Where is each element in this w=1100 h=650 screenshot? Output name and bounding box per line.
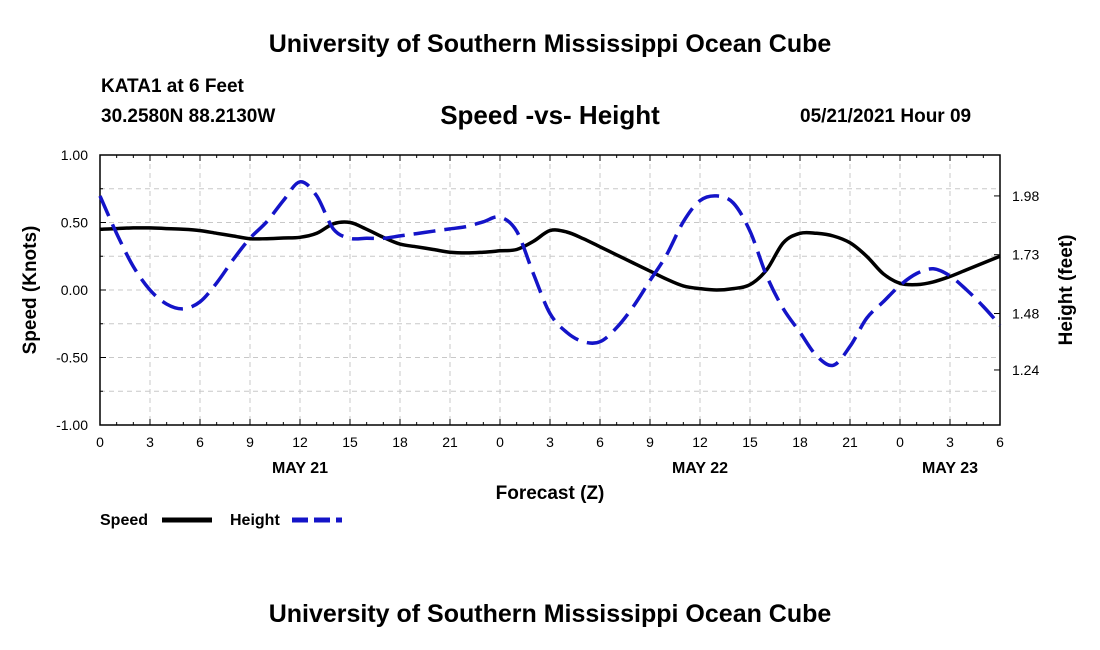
x-tick-label: 18 bbox=[792, 434, 808, 450]
x-tick-label: 21 bbox=[842, 434, 858, 450]
x-tick-label: 9 bbox=[646, 434, 654, 450]
top-title: University of Southern Mississippi Ocean… bbox=[268, 30, 832, 58]
y2-tick-label: 1.73 bbox=[1012, 247, 1039, 263]
series-lines bbox=[98, 180, 1002, 368]
x-tick-label: 6 bbox=[196, 434, 204, 450]
y-tick-label: 0.50 bbox=[61, 215, 88, 231]
station-label: KATA1 at 6 Feet bbox=[101, 76, 244, 97]
bottom-title: University of Southern Mississippi Ocean… bbox=[268, 600, 832, 628]
series-line-height bbox=[98, 180, 1002, 368]
x-tick-label: 12 bbox=[292, 434, 308, 450]
chart-title: Speed -vs- Height bbox=[440, 100, 660, 130]
x-tick-label: 21 bbox=[442, 434, 458, 450]
x-axis-label: Forecast (Z) bbox=[496, 483, 605, 504]
x-tick-label: 15 bbox=[342, 434, 358, 450]
y-tick-label: 0.00 bbox=[61, 282, 88, 298]
x-tick-label: 15 bbox=[742, 434, 758, 450]
x-tick-label: 0 bbox=[896, 434, 904, 450]
y2-tick-label: 1.98 bbox=[1012, 188, 1039, 204]
y-tick-label: -0.50 bbox=[56, 350, 88, 366]
x-tick-label: 18 bbox=[392, 434, 408, 450]
y-tick-label: 1.00 bbox=[61, 147, 88, 163]
y2-tick-label: 1.48 bbox=[1012, 306, 1039, 322]
x-tick-label: 3 bbox=[546, 434, 554, 450]
x-tick-label: 6 bbox=[596, 434, 604, 450]
legend-speed-label: Speed bbox=[100, 512, 148, 529]
date-label: MAY 22 bbox=[672, 460, 728, 477]
date-label: MAY 23 bbox=[922, 460, 978, 477]
x-tick-label: 3 bbox=[146, 434, 154, 450]
legend-height-label: Height bbox=[230, 512, 280, 529]
x-tick-label: 9 bbox=[246, 434, 254, 450]
axis-ticks: 0 3 6 9 12 15 18 21 0 3 6 9 12 15 18 21 0 3 6 MAY 21 MAY 22 M… bbox=[56, 147, 1039, 477]
grid-lines bbox=[100, 155, 1000, 425]
y-tick-label: -1.00 bbox=[56, 417, 88, 433]
x-tick-label: 12 bbox=[692, 434, 708, 450]
x-tick-label: 0 bbox=[96, 434, 104, 450]
date-label: MAY 21 bbox=[272, 460, 328, 477]
series-line-speed bbox=[99, 220, 1001, 292]
y-axis-label: Speed (Knots) bbox=[20, 226, 41, 355]
station-coordinates: 30.2580N 88.2130W bbox=[101, 106, 276, 127]
x-tick-label: 3 bbox=[946, 434, 954, 450]
forecast-datetime: 05/21/2021 Hour 09 bbox=[800, 106, 972, 127]
x-tick-label: 0 bbox=[496, 434, 504, 450]
y2-axis-label: Height (feet) bbox=[1056, 235, 1077, 346]
y2-tick-label: 1.24 bbox=[1012, 362, 1039, 378]
x-tick-label: 6 bbox=[996, 434, 1004, 450]
legend: Speed Height bbox=[100, 512, 342, 529]
